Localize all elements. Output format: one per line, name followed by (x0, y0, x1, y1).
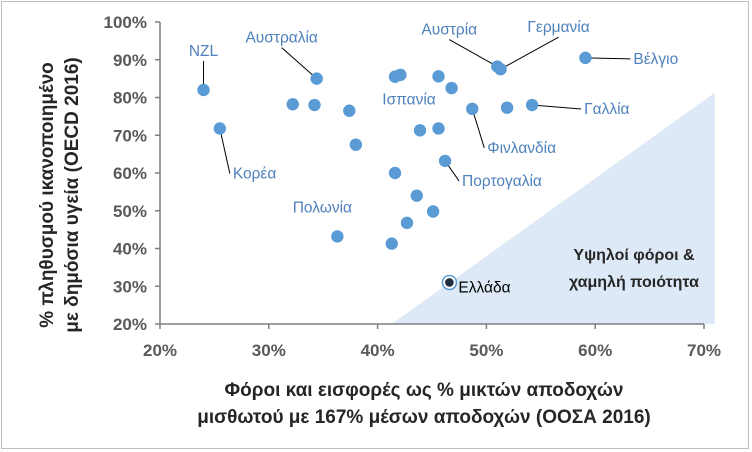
y-tick-label: 60% (113, 164, 147, 183)
data-point (410, 189, 423, 202)
data-points (197, 51, 592, 291)
data-point (308, 98, 321, 112)
point-Φινλανδία (466, 102, 479, 116)
y-tick-label: 70% (113, 126, 147, 145)
point-label: NZL (189, 43, 219, 60)
leader-line (281, 47, 318, 79)
point-label: Φινλανδία (487, 140, 556, 157)
point-Γερμανία (494, 62, 507, 76)
y-tick-label: 80% (113, 89, 147, 108)
data-point (388, 166, 402, 180)
point-Βέλγιο (579, 51, 592, 65)
leader-line (449, 39, 498, 67)
point-label: Γαλλία (584, 101, 629, 118)
point-label: Αυστραλία (245, 30, 317, 47)
x-tick-label: 30% (252, 341, 286, 360)
label-leader-lines (203, 36, 631, 182)
leader-line (219, 128, 231, 174)
data-point (385, 237, 398, 250)
x-axis-ticks: 20% 30% 40% 50% 60% 70% (143, 324, 721, 360)
point-Πολωνία (331, 230, 344, 243)
x-axis-title-line-2: μισθωτού με 167% μέσων αποδοχών (ΟΟΣΑ 20… (197, 407, 651, 428)
y-axis-title-line-1: % πληθυσμού ικανοποιημένο (37, 62, 58, 328)
point-Γαλλία (525, 98, 539, 112)
x-tick-label: 50% (469, 341, 503, 360)
point-Ελλάδα (445, 278, 454, 287)
y-tick-label: 100% (104, 13, 147, 32)
data-point (394, 68, 407, 82)
point-label: Πορτογαλία (462, 173, 542, 190)
data-point (432, 70, 445, 83)
point-labels: NZL Κορέα Αυστραλία Πολωνία Ισπανία Πορτογαλί… (189, 19, 678, 296)
x-tick-label: 40% (361, 341, 395, 360)
y-axis-title-line-2: με δημόσια υγεία (OECD 2016) (62, 57, 83, 333)
point-label: Γερμανία (527, 19, 589, 36)
point-label: Βέλγιο (633, 51, 678, 68)
point-label: Αυστρία (421, 22, 477, 39)
y-axis-ticks: 20% 30% 40% 50% 60% 70% 80% 90% 100% (104, 13, 160, 334)
data-point (349, 138, 363, 151)
zone-label-line-1: Υψηλοί φόροι & (573, 247, 695, 264)
point-Αυστραλία (310, 72, 323, 85)
data-point (400, 216, 414, 230)
point-label: Πολωνία (293, 199, 352, 216)
x-tick-label: 20% (143, 341, 177, 360)
leader-line (585, 57, 631, 60)
x-tick-label: 60% (578, 341, 612, 360)
zone-label-line-2: χαμηλή ποιότητα (569, 274, 699, 291)
y-tick-label: 40% (113, 240, 147, 259)
leader-line (471, 108, 485, 148)
x-tick-label: 70% (687, 341, 721, 360)
y-tick-label: 20% (113, 315, 147, 334)
data-point (500, 101, 514, 114)
y-tick-label: 30% (113, 277, 147, 296)
data-point (432, 122, 445, 135)
leader-line (500, 36, 559, 70)
point-NZL (197, 83, 210, 97)
y-tick-label: 90% (113, 51, 147, 70)
x-axis-title-line-1: Φόροι και εισφορές ως % μικτών αποδοχών (225, 380, 624, 401)
data-point (426, 205, 440, 218)
data-point (445, 81, 458, 95)
data-point (343, 104, 356, 117)
point-label: Ελλάδα (458, 279, 510, 296)
point-Ισπανία (413, 124, 427, 137)
data-point (286, 98, 299, 111)
high-tax-low-quality-zone (391, 92, 715, 324)
point-Πορτογαλία (438, 154, 452, 168)
y-tick-label: 50% (113, 202, 147, 221)
point-Κορέα (213, 122, 227, 135)
point-label: Ισπανία (382, 91, 436, 108)
leader-line (532, 104, 582, 110)
point-label: Κορέα (233, 165, 276, 182)
